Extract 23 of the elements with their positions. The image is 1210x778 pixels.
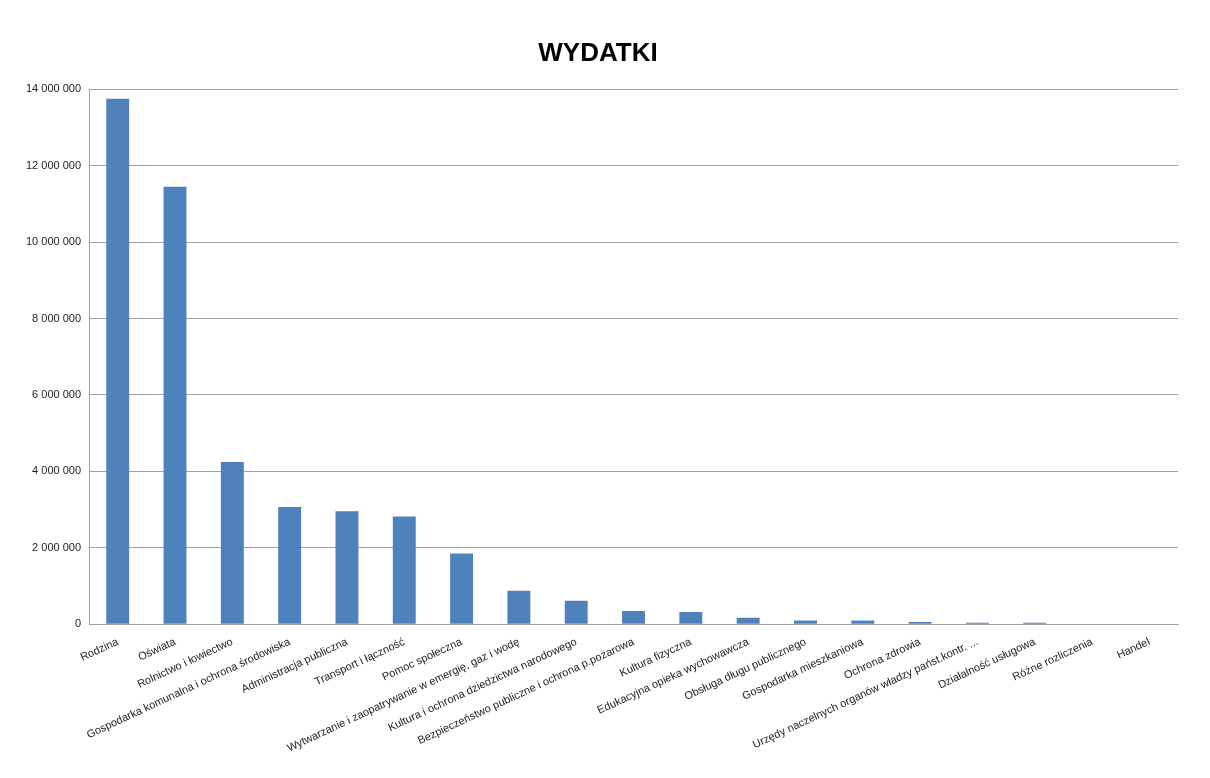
- bar: [851, 620, 875, 624]
- bar: [106, 98, 130, 624]
- bar: [622, 610, 645, 624]
- y-tick-label: 14 000 000: [25, 82, 82, 95]
- bar: [278, 506, 302, 624]
- bar: [335, 511, 359, 624]
- y-tick-label: 2 000 000: [32, 540, 82, 553]
- bar: [163, 186, 187, 624]
- bar: [392, 516, 416, 624]
- y-tick-label: 12 000 000: [25, 158, 82, 171]
- y-tick-label: 10 000 000: [25, 235, 82, 248]
- bar: [507, 590, 531, 624]
- bar: [450, 553, 474, 624]
- bar: [679, 612, 703, 624]
- y-tick-label: 4 000 000: [32, 464, 82, 477]
- chart-title: WYDATKI: [538, 36, 658, 67]
- y-tick-label: 0: [74, 617, 82, 630]
- bar: [794, 620, 817, 624]
- bar: [736, 617, 760, 624]
- bar: [220, 461, 244, 624]
- bar: [564, 600, 588, 624]
- y-tick-label: 8 000 000: [32, 311, 82, 324]
- y-tick-label: 6 000 000: [32, 388, 82, 401]
